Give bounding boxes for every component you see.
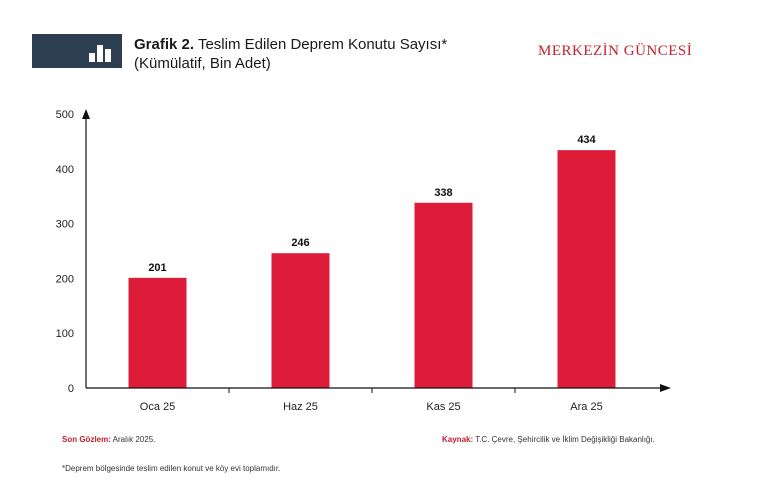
y-tick-label: 100 — [56, 328, 74, 340]
x-axis-arrow — [660, 384, 671, 392]
brand-logo-text: MERKEZİN GÜNCESİ — [538, 43, 693, 59]
footnote: *Deprem bölgesinde teslim edilen konut v… — [62, 464, 281, 473]
x-axis: Oca 25 Haz 25 Kas 25 Ara 25 — [86, 384, 671, 413]
x-tick-label: Oca 25 — [140, 401, 175, 413]
chart-title-text: Teslim Edilen Deprem Konutu Sayısı* — [197, 36, 448, 53]
bars: 201 246 338 434 — [128, 134, 616, 388]
last-observation-value: Aralık 2025. — [112, 435, 156, 444]
bar — [414, 202, 473, 388]
y-axis-arrow — [82, 109, 90, 119]
last-observation: Son Gözlem: Aralık 2025. — [62, 435, 155, 444]
source-value: T.C. Çevre, Şehircilik ve İklim Değişikl… — [475, 435, 655, 444]
bar — [557, 150, 616, 388]
data-label: 201 — [148, 262, 166, 274]
data-label: 338 — [434, 187, 452, 199]
bar-chart: 0 100 200 300 400 500 201 246 338 434 Oca 25 Haz … — [56, 109, 671, 413]
y-tick-label: 400 — [56, 164, 74, 176]
source-label: Kaynak: — [442, 435, 474, 444]
y-axis: 0 100 200 300 400 500 — [56, 109, 90, 395]
y-tick-label: 0 — [68, 383, 74, 395]
y-tick-label: 500 — [56, 109, 74, 121]
header-band — [32, 34, 122, 68]
bar — [271, 253, 330, 388]
source-note: Kaynak: T.C. Çevre, Şehircilik ve İklim … — [442, 435, 655, 444]
chart-subtitle: (Kümülatif, Bin Adet) — [134, 55, 271, 72]
x-tick-label: Haz 25 — [283, 401, 318, 413]
x-tick-label: Kas 25 — [426, 401, 460, 413]
bar — [128, 277, 187, 388]
chart-title: Grafik 2. Teslim Edilen Deprem Konutu Sa… — [134, 35, 494, 73]
y-tick-label: 300 — [56, 219, 74, 231]
data-label: 246 — [291, 237, 309, 249]
x-tick-label: Ara 25 — [570, 401, 602, 413]
chart-title-lead: Grafik 2. — [134, 36, 195, 53]
y-tick-label: 200 — [56, 273, 74, 285]
bar-chart-icon — [89, 45, 111, 62]
data-label: 434 — [577, 134, 596, 146]
last-observation-label: Son Gözlem: — [62, 435, 111, 444]
